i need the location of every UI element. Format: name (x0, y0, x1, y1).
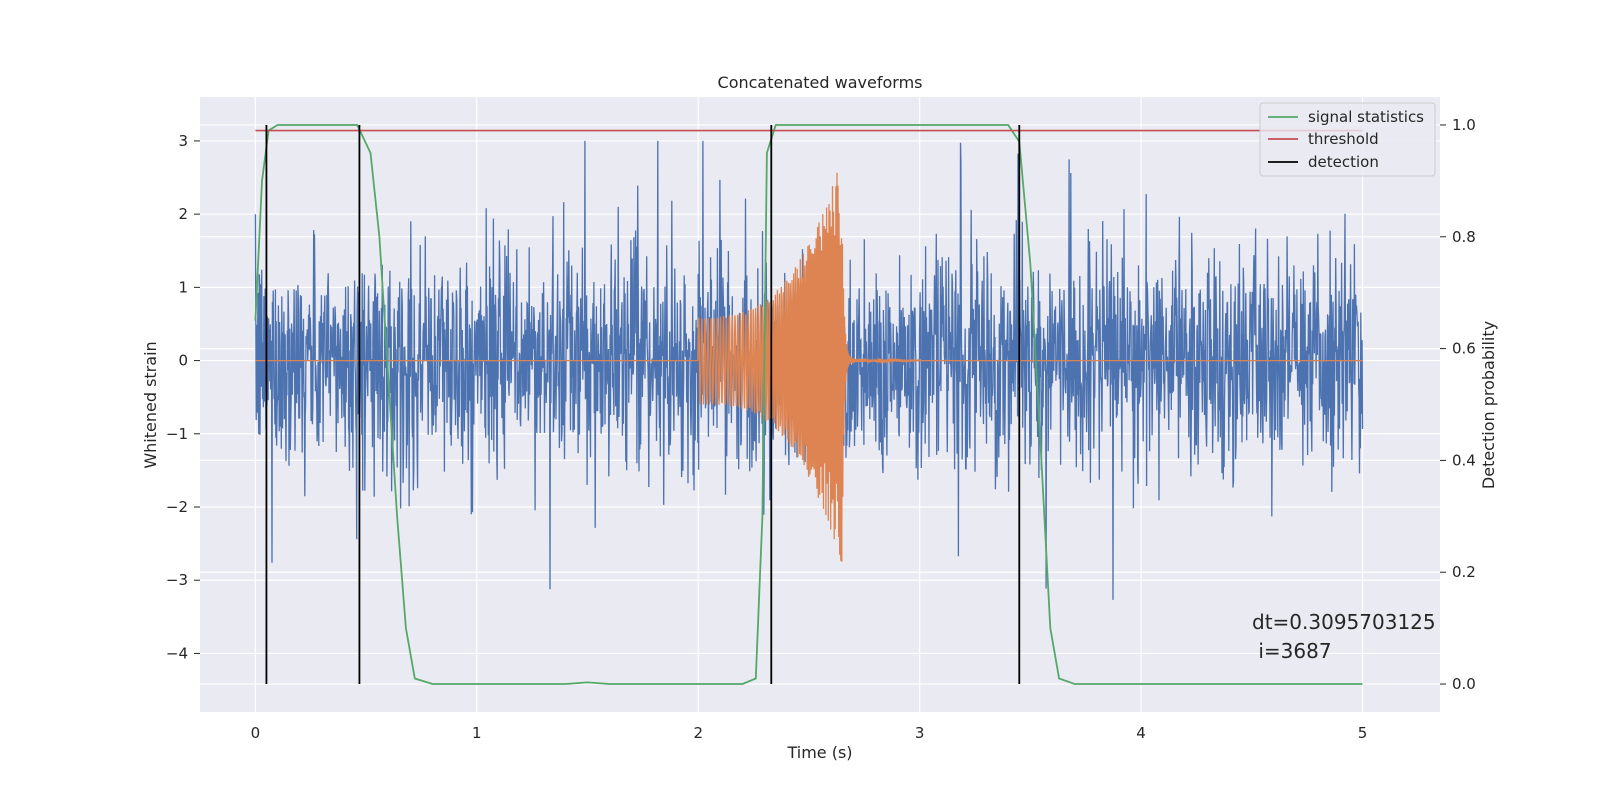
series-injection-line (255, 172, 1363, 562)
y-tick-label-3: −1 (166, 425, 188, 443)
annotation-i: i=3687 (1252, 639, 1332, 663)
y2-tick-label-3: 0.6 (1452, 340, 1476, 358)
y-tick-label-7: 3 (178, 132, 188, 150)
plot-area (254, 124, 1364, 685)
legend-label-signal-statistics: signal statistics (1308, 108, 1424, 126)
y-tick-label-0: −4 (166, 644, 188, 662)
x-axis: 0 1 2 3 4 5 (251, 724, 1368, 742)
y2-tick-label-0: 0.0 (1452, 675, 1476, 693)
series-detection-lines (265, 124, 1021, 685)
y-axis-right: 0.0 0.2 0.4 0.6 0.8 1.0 (1440, 116, 1476, 693)
annotation-dt: dt=0.3095703125 (1252, 610, 1436, 634)
chart-title: Concatenated waveforms (718, 73, 923, 92)
y-tick-label-4: 0 (178, 352, 188, 370)
y2-tick-label-5: 1.0 (1452, 116, 1476, 134)
x-tick-label-5: 5 (1358, 724, 1368, 742)
x-tick-label-0: 0 (251, 724, 261, 742)
y2-tick-label-2: 0.4 (1452, 451, 1476, 469)
series-signal-statistics-line (254, 124, 1363, 685)
legend-box (1259, 102, 1436, 177)
y-tick-label-5: 1 (178, 278, 188, 296)
y-axis-title: Whitened strain (141, 341, 160, 468)
legend-label-detection: detection (1308, 153, 1379, 171)
y2-tick-label-1: 0.2 (1452, 563, 1476, 581)
legend: signal statistics threshold detection (1259, 102, 1436, 177)
y2-axis-title: Detection probability (1479, 321, 1498, 489)
y-tick-label-2: −2 (166, 498, 188, 516)
y2-tick-label-4: 0.8 (1452, 228, 1476, 246)
x-tick-label-2: 2 (693, 724, 703, 742)
y-tick-label-6: 2 (178, 205, 188, 223)
y-axis-left: −4 −3 −2 −1 0 1 2 3 (166, 132, 200, 662)
y-tick-label-1: −3 (166, 571, 188, 589)
x-tick-label-3: 3 (915, 724, 925, 742)
annotation: dt=0.3095703125 i=3687 (1252, 610, 1436, 663)
x-tick-label-4: 4 (1136, 724, 1146, 742)
x-tick-label-1: 1 (472, 724, 482, 742)
legend-label-threshold: threshold (1308, 130, 1379, 148)
x-axis-title: Time (s) (786, 743, 852, 762)
